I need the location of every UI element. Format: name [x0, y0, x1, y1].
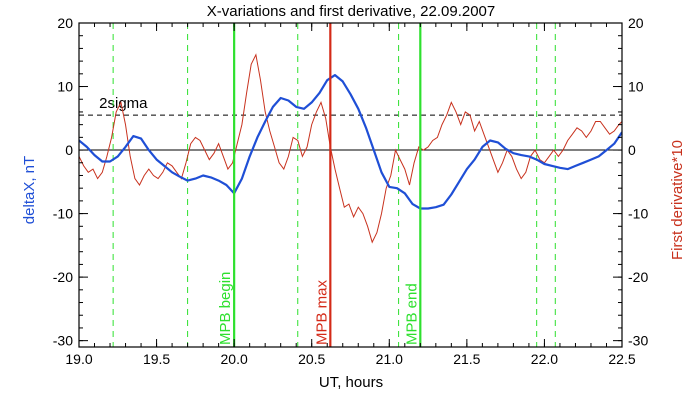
marker-label-1: MPB max — [313, 279, 330, 345]
axis-ticks: 19.0 19.5 20.0 20.5 21.0 21.5 22.0 22.5 20 20 10 10… — [53, 15, 649, 367]
x-tick-label-6: 22.0 — [531, 351, 558, 367]
y-tick-label-right-3: -10 — [628, 206, 648, 222]
series-line-derivative — [79, 53, 622, 244]
x-tick-label-4: 21.0 — [376, 351, 403, 367]
chart-title: X-variations and first derivative, 22.09… — [207, 3, 496, 20]
y-tick-label-left-2: 0 — [65, 142, 73, 158]
x-tick-label-0: 19.0 — [65, 351, 92, 367]
x-tick-label-1: 19.5 — [143, 351, 170, 367]
x-tick-label-5: 21.5 — [453, 351, 480, 367]
plot-frame — [78, 22, 623, 348]
series-line-deltax — [79, 73, 622, 210]
y-tick-label-right-4: -20 — [628, 269, 648, 285]
x-tick-label-3: 20.5 — [298, 351, 325, 367]
y-tick-label-right-2: 0 — [628, 142, 636, 158]
right-y-axis-label: First derivative*10 — [669, 140, 686, 260]
y-tick-label-left-0: 20 — [57, 15, 73, 31]
y-tick-label-right-5: -30 — [628, 333, 648, 349]
marker-label-0: MPB begin — [217, 272, 234, 345]
y-tick-label-left-1: 10 — [57, 79, 73, 95]
y-tick-label-left-3: -10 — [53, 206, 73, 222]
y-tick-label-left-5: -30 — [53, 333, 73, 349]
x-tick-label-2: 20.0 — [221, 351, 248, 367]
x-axis-label: UT, hours — [319, 374, 383, 391]
sigma-label: 2sigma — [99, 95, 148, 112]
plot-area: 2sigma MPB begin MPB max MPB end — [79, 23, 622, 347]
y-tick-label-right-0: 20 — [628, 15, 644, 31]
y-tick-label-left-4: -20 — [53, 269, 73, 285]
marker-label-2: MPB end — [403, 283, 420, 345]
y-tick-label-right-1: 10 — [628, 79, 644, 95]
left-y-axis-label: deltaX, nT — [21, 156, 38, 224]
x-tick-label-7: 22.5 — [608, 351, 635, 367]
